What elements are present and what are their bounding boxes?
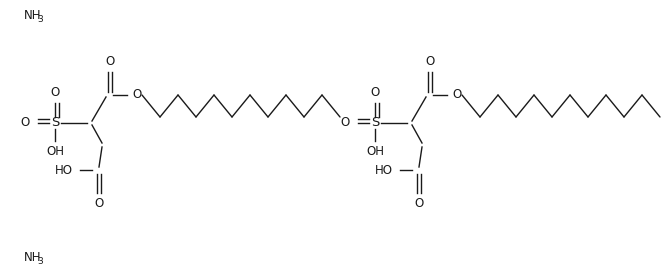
Text: O: O: [371, 86, 379, 99]
Text: OH: OH: [46, 145, 64, 158]
Text: O: O: [106, 55, 114, 68]
Text: O: O: [452, 88, 461, 101]
Text: O: O: [21, 116, 30, 130]
Text: O: O: [414, 197, 423, 210]
Text: NH: NH: [23, 251, 41, 264]
Text: O: O: [94, 197, 104, 210]
Text: HO: HO: [375, 163, 393, 177]
Text: O: O: [425, 55, 435, 68]
Text: 3: 3: [37, 257, 43, 266]
Text: NH: NH: [23, 9, 41, 23]
Text: O: O: [132, 88, 141, 101]
Text: HO: HO: [55, 163, 73, 177]
Text: O: O: [341, 116, 350, 130]
Text: OH: OH: [366, 145, 384, 158]
Text: S: S: [371, 116, 379, 130]
Text: O: O: [50, 86, 60, 99]
Text: S: S: [51, 116, 59, 130]
Text: 3: 3: [37, 15, 43, 24]
